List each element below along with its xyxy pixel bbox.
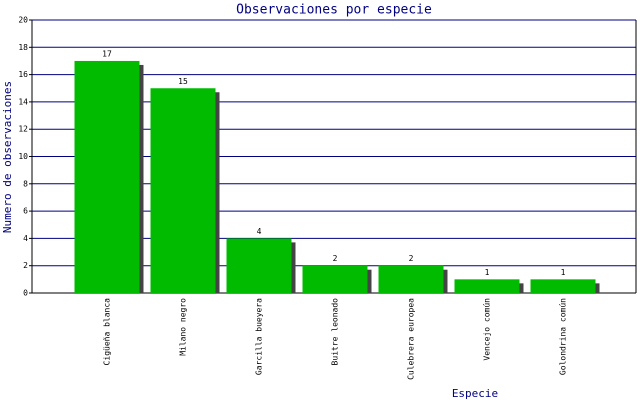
data-label: 17	[102, 49, 112, 58]
bar	[302, 265, 368, 293]
y-tick-label: 18	[18, 43, 28, 52]
y-tick-label: 2	[23, 261, 28, 270]
y-tick-label: 0	[23, 289, 28, 298]
y-tick-label: 20	[18, 16, 28, 25]
y-tick-label: 6	[23, 207, 28, 216]
bar	[378, 265, 444, 293]
data-label: 1	[485, 268, 490, 277]
bar	[74, 60, 140, 294]
x-tick-label: Vencejo común	[483, 298, 492, 361]
y-tick-label: 4	[23, 234, 28, 243]
data-label: 4	[257, 227, 262, 236]
bar	[150, 88, 216, 293]
y-tick-label: 12	[18, 125, 28, 134]
bar	[530, 279, 596, 293]
x-axis-label: Especie	[452, 387, 498, 400]
bar	[454, 279, 520, 293]
x-tick-label: Culebrera europea	[407, 298, 416, 380]
x-tick-label: Milano negro	[179, 298, 188, 356]
y-tick-label: 10	[18, 152, 28, 161]
y-tick-label: 8	[23, 179, 28, 188]
x-tick-label: Golondrina común	[559, 298, 568, 375]
data-label: 2	[409, 254, 414, 263]
y-axis-label: Numero de observaciones	[1, 81, 14, 233]
x-tick-label: Garcilla bueyera	[255, 298, 264, 375]
y-tick-label: 16	[18, 70, 28, 79]
y-tick-label: 14	[18, 97, 28, 106]
data-label: 2	[333, 254, 338, 263]
data-label: 15	[178, 77, 188, 86]
chart-title: Observaciones por especie	[236, 3, 432, 18]
data-label: 1	[561, 268, 566, 277]
bar	[226, 238, 292, 293]
x-tick-label: Buitre leonado	[331, 298, 340, 366]
x-tick-label: Cigüeña blanca	[103, 298, 112, 366]
